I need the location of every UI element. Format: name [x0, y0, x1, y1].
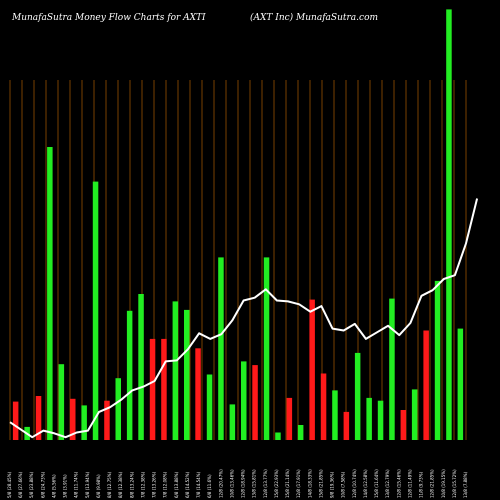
x-tick-label: 7/8 (13.26%) — [152, 471, 157, 498]
money-flow-bar — [12, 401, 19, 440]
x-tick-label: 12/8 (17.91%) — [296, 469, 301, 498]
money-flow-bar — [138, 294, 144, 440]
x-tick-label: 10/8 (7.58%) — [341, 471, 346, 498]
x-tick-label: 6/8 (27.66%) — [18, 471, 23, 498]
money-flow-bar — [104, 400, 110, 440]
x-tick-label: 13/8 (12.79%) — [385, 469, 390, 498]
chart-title-right: (AXT Inc) MunafaSutra.com — [250, 12, 378, 23]
money-flow-bar — [149, 338, 156, 440]
x-tick-label: 6/8 (9.98%) — [96, 474, 101, 498]
x-tick-label: 9/8 (19.36%) — [330, 471, 335, 498]
x-tick-label: 5/8 (28.45%) — [7, 471, 12, 498]
money-flow-bar — [309, 299, 315, 440]
x-tick-label: 5/8 (23.88%) — [29, 471, 34, 498]
money-flow-bar — [172, 301, 179, 440]
x-tick-label: 7/8 (12.38%) — [141, 471, 146, 498]
money-flow-bar — [184, 309, 190, 440]
x-tick-label: 3/8 (3.91%) — [63, 474, 68, 498]
x-tick-label: 7/8 (12.08%) — [163, 471, 168, 498]
x-tick-label: 15/8 (11.64%) — [374, 469, 379, 498]
price-line — [9, 198, 479, 439]
x-tick-label: 10/8 (19.15%) — [441, 469, 446, 498]
x-tick-label: 8/8 (12.38%) — [118, 471, 123, 498]
money-flow-bar — [70, 398, 76, 440]
x-tick-label: 13/8 (15.81%) — [252, 469, 257, 498]
money-flow-bar — [320, 373, 327, 440]
money-flow-bar — [354, 352, 361, 440]
money-flow-bar — [218, 257, 224, 440]
x-tick-label: 12/8 (21.85%) — [430, 469, 435, 498]
money-flow-bar — [286, 397, 293, 440]
money-flow-bar — [343, 411, 350, 440]
label-layer: 5/8 (28.45%) 6/8 (27.66%) 5/8 (23.88%) 6/8 … — [7, 469, 468, 498]
money-flow-bar — [275, 432, 281, 440]
x-tick-label: 6/8 (14.52%) — [185, 471, 190, 498]
x-tick-label: 8/8 (12.75%) — [107, 471, 112, 498]
x-tick-label: 8/8 (13.24%) — [129, 471, 134, 498]
money-flow-bar — [206, 374, 213, 440]
x-tick-label: 14/8 (12.58%) — [363, 469, 368, 498]
money-flow-bar — [446, 9, 452, 441]
x-tick-label: 12/8 (11.49%) — [407, 469, 412, 498]
x-tick-label: 6/8 (13.88%) — [174, 471, 179, 498]
money-flow-bar — [332, 390, 338, 440]
x-tick-label: 11/8 (9.73%) — [419, 471, 424, 498]
x-tick-label: 12/8 (10.74%) — [352, 469, 357, 498]
money-flow-bar — [126, 310, 133, 440]
x-tick-label: 10/8 (13.46%) — [229, 469, 234, 498]
money-flow-bar — [389, 298, 395, 440]
x-tick-label: 4/8 (5.56%) — [52, 474, 57, 498]
x-tick-label: 4/8 (11.74%) — [74, 471, 79, 498]
x-tick-label: 12/8 (20.47%) — [218, 469, 223, 498]
money-flow-bar — [35, 396, 42, 440]
x-tick-label: 12/8 (15.72%) — [452, 469, 457, 498]
money-flow-bar — [252, 365, 258, 440]
money-flow-bar — [297, 425, 304, 440]
money-flow-bar — [115, 378, 121, 440]
money-flow-bar — [241, 361, 247, 440]
x-tick-label: 13/8 (7.88%) — [463, 471, 468, 498]
money-flow-bar — [400, 410, 407, 440]
x-tick-label: 15/8 (21.14%) — [285, 469, 290, 498]
money-flow-bar — [263, 257, 270, 440]
money-flow-bar — [411, 389, 418, 440]
money-flow-bar — [92, 181, 99, 440]
x-tick-label: 7/8 (14.54%) — [196, 471, 201, 498]
money-flow-bar — [229, 404, 236, 440]
money-flow-bar — [377, 400, 384, 440]
chart-title-left: MunafaSutra Money Flow Charts for AXTI — [11, 13, 206, 23]
grid-layer — [9, 80, 467, 440]
x-tick-label: 14/8 (18.33%) — [307, 469, 312, 498]
money-flow-bar — [195, 348, 201, 440]
bar-layer — [12, 9, 464, 441]
x-tick-label: 6/8 (24.73%) — [40, 471, 45, 498]
money-flow-bar — [58, 364, 65, 440]
line-layer — [9, 198, 479, 439]
money-flow-bar — [161, 338, 167, 440]
x-tick-label: 12/8 (18.94%) — [241, 469, 246, 498]
x-tick-label: 15/8 (22.93%) — [274, 469, 279, 498]
money-flow-bar — [81, 405, 87, 440]
x-tick-label: 5/8 (13.94%) — [85, 471, 90, 498]
money-flow-bar — [47, 147, 53, 440]
x-tick-label: 6/8 (11.6%) — [207, 474, 212, 498]
x-tick-label: 15/8 (21.85%) — [318, 469, 323, 498]
money-flow-bar — [366, 397, 372, 440]
money-flow-bar — [423, 330, 429, 440]
money-flow-bar — [434, 280, 441, 440]
money-flow-bar — [457, 328, 464, 440]
x-tick-label: 12/8 (15.46%) — [396, 469, 401, 498]
x-tick-label: 12/8 (13.77%) — [263, 469, 268, 498]
